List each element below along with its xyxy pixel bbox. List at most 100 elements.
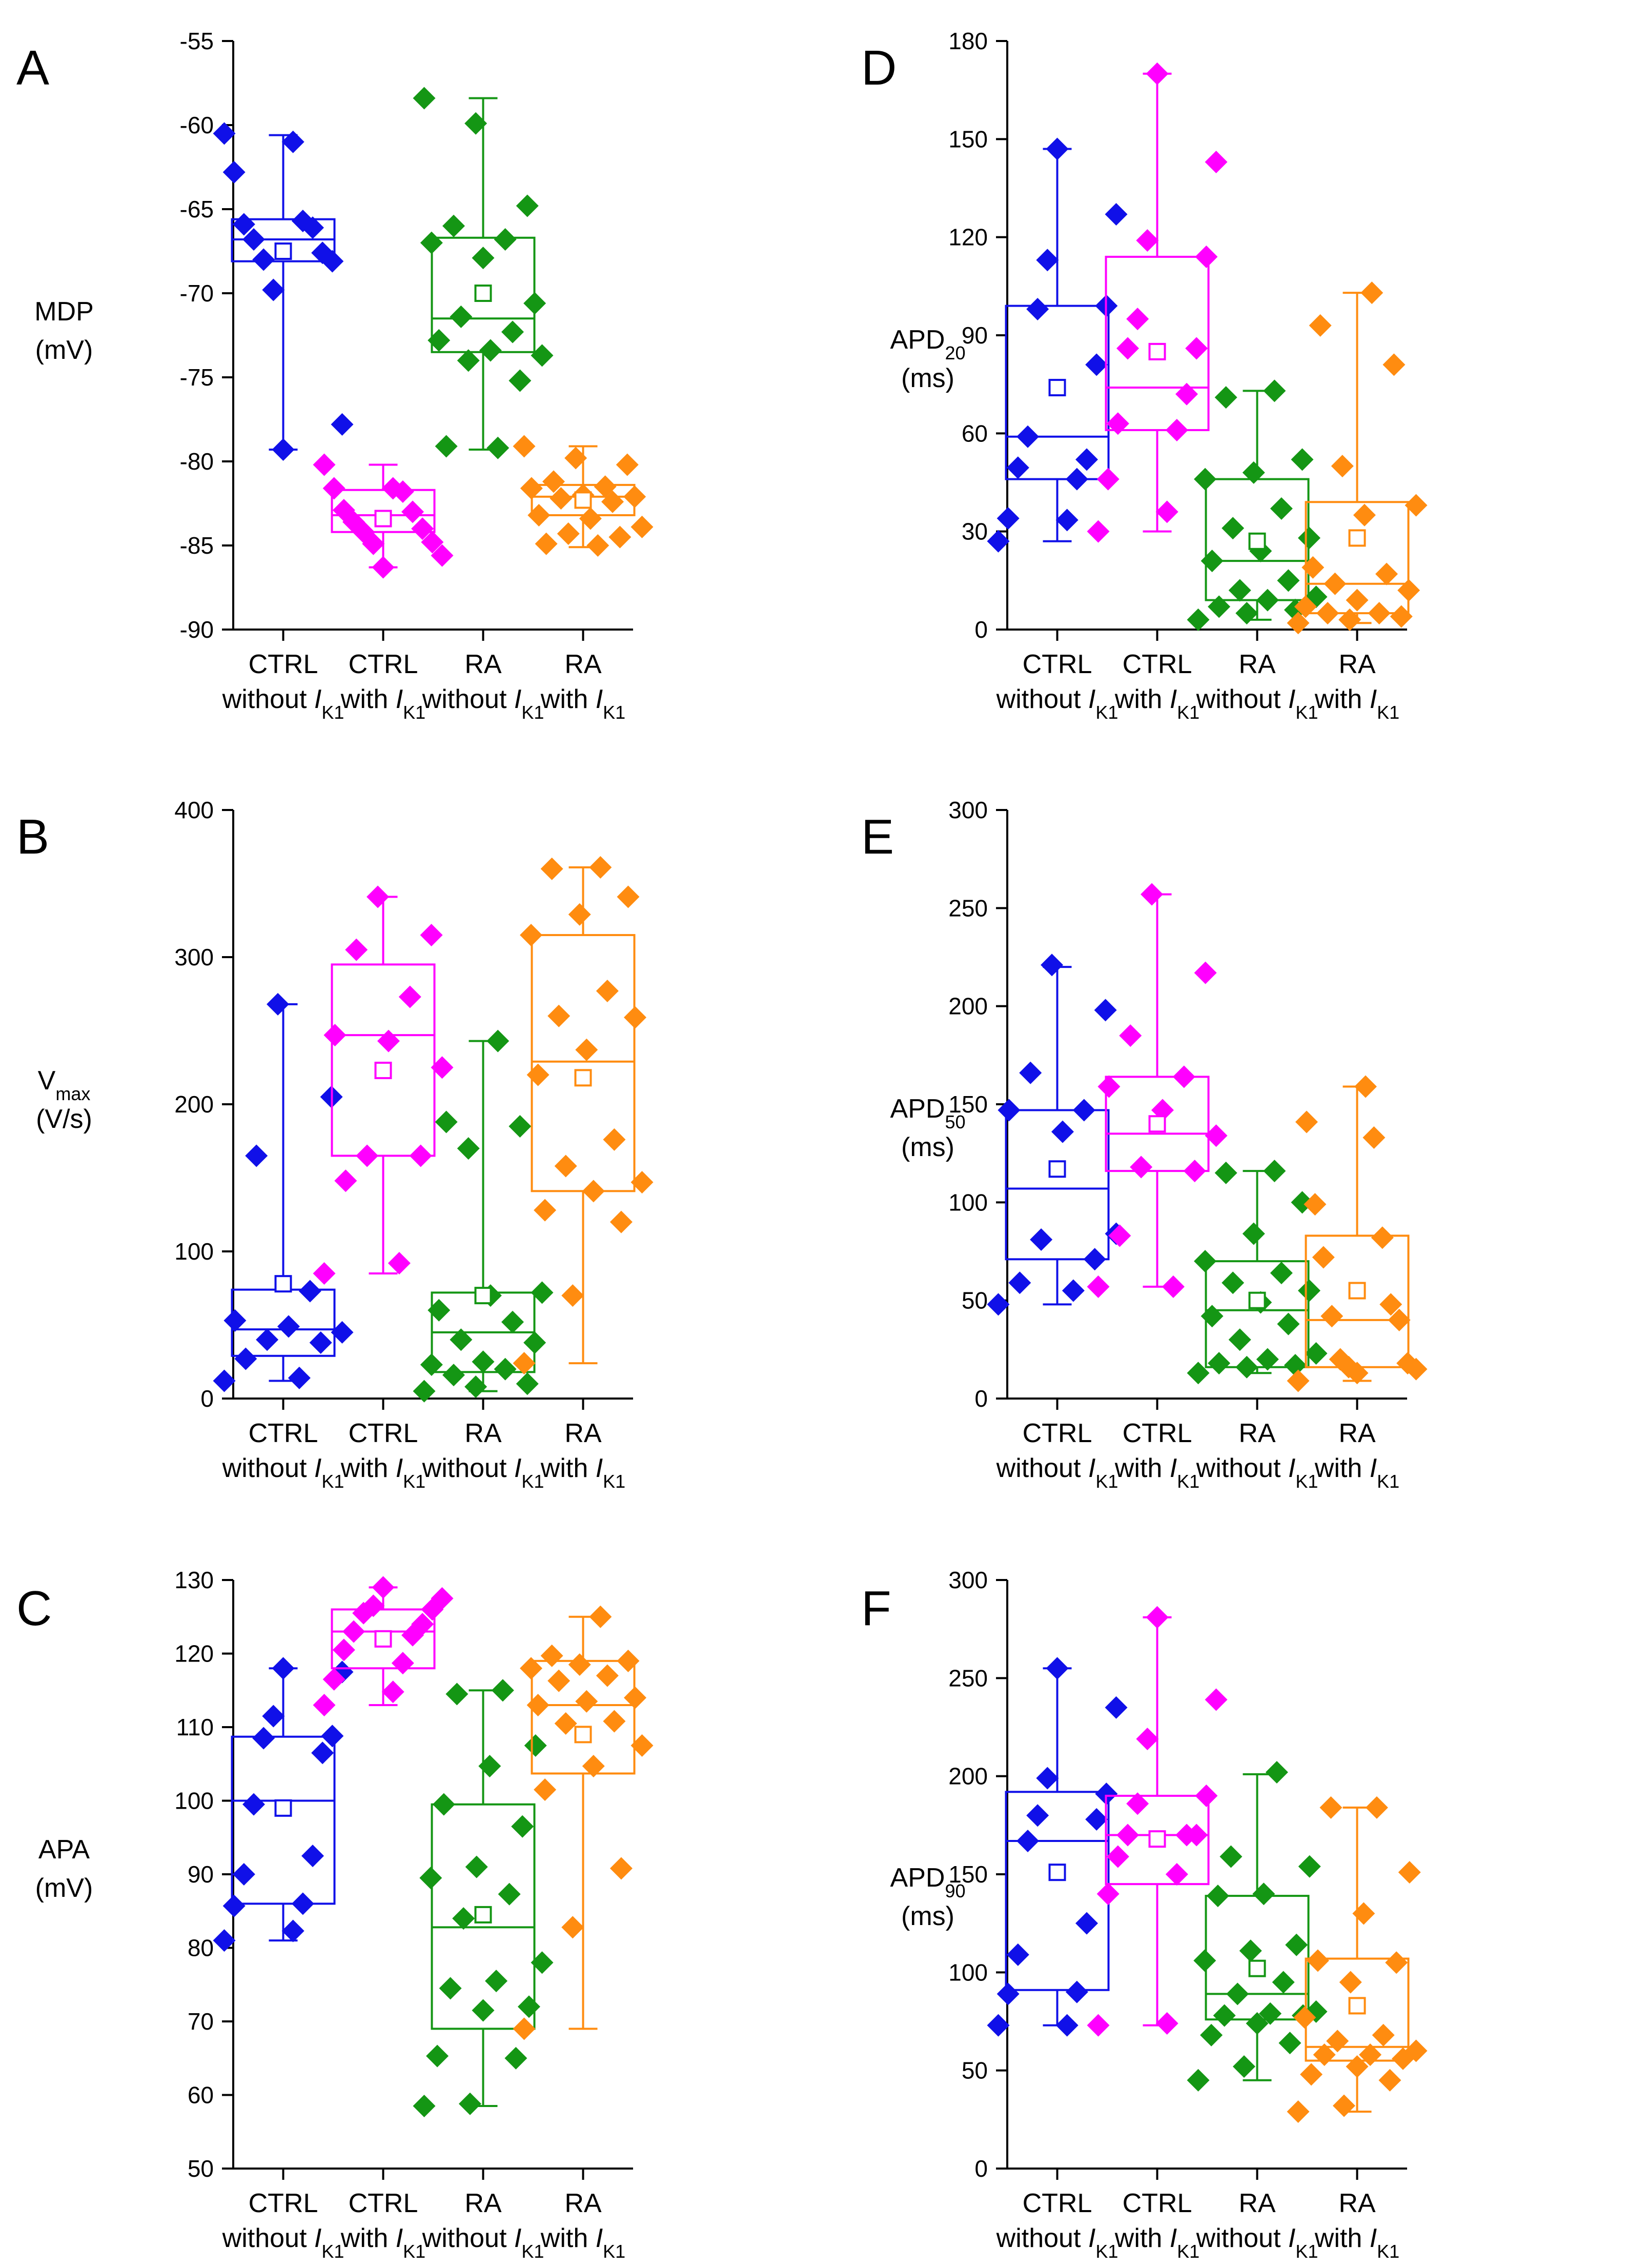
panel-letter: A [16,40,49,95]
x-tick-label: CTRL [1123,650,1192,679]
panel-letter: F [861,1581,891,1636]
category-current: I [396,684,403,714]
category-current-subscript: K1 [603,1471,625,1492]
data-point [531,344,554,367]
data-point [1185,337,1208,360]
category-condition: with [1314,2223,1370,2253]
data-point [1195,1784,1218,1807]
y-tick-label: 300 [948,797,988,823]
data-point [472,1350,495,1373]
data-point [420,231,443,254]
data-point [1228,1328,1251,1351]
data-point [331,1321,354,1344]
mean-marker [1048,1864,1066,1881]
y-tick-label: 50 [188,2155,214,2182]
box-iqr [1105,1076,1210,1172]
data-point [1235,602,1258,625]
data-point [1172,1065,1195,1088]
data-point [603,1128,626,1151]
y-tick-label: 200 [948,1763,988,1790]
data-point [1287,2100,1310,2123]
x-tick-label-sub: with IK1 [340,1453,425,1492]
data-point [262,1705,285,1728]
data-point [1285,1933,1308,1956]
data-point [1365,1796,1388,1819]
data-point [223,1309,247,1332]
y-tick-label: 110 [176,1714,214,1740]
y-axis-label: APA [38,1835,90,1865]
data-point [1193,1949,1216,1972]
data-point [391,1652,414,1675]
data-point [1331,455,1354,478]
data-point [513,1352,536,1375]
data-point [1187,1362,1210,1385]
x-tick-label: RA [1338,650,1376,679]
data-point [609,1857,633,1880]
data-point [301,216,324,239]
data-point [321,250,344,273]
category-current: I [396,2223,403,2253]
data-point [413,87,436,110]
data-point [1019,1061,1042,1084]
category-current: I [514,2223,521,2253]
data-point [561,1284,584,1307]
mean-marker [374,1630,392,1648]
data-point [1295,1110,1318,1133]
data-point [1105,203,1128,226]
group-ra-without-ik1 [413,1679,554,2118]
data-point [1297,1279,1320,1302]
data-point [1368,602,1391,625]
category-current: I [1288,1453,1295,1483]
y-tick-label: 90 [188,1861,214,1888]
y-tick-label: 50 [962,1287,988,1314]
x-tick-label: CTRL [249,1419,318,1448]
data-point [513,435,536,458]
x-tick-label-sub: without IK1 [1196,1453,1318,1492]
data-point [281,1919,304,1942]
y-axis-unit: (V/s) [36,1104,92,1134]
x-tick-label-sub: without IK1 [996,2223,1119,2262]
y-axis-label-subscript: max [55,1083,90,1104]
category-current-subscript: K1 [1377,1471,1399,1492]
group-ctrl-with-ik1 [1087,1606,1228,2037]
box-iqr [331,1608,436,1670]
category-current: I [596,684,603,714]
category-current-subscript: K1 [403,702,425,723]
data-point [486,436,510,459]
data-point [1306,1949,1329,1972]
x-tick-label: CTRL [249,2189,318,2218]
data-point [1085,353,1108,376]
category-condition: without [222,684,314,714]
y-tick-label: 200 [174,1091,214,1118]
data-point [540,857,563,880]
y-axis-label-main: APD [890,1863,945,1893]
x-tick-label: RA [464,1419,502,1448]
data-point [523,292,546,315]
data-point [1324,572,1347,595]
data-point [1239,1939,1262,1962]
data-point [575,1038,598,1061]
data-point [1205,1124,1228,1147]
panel-e: EAPD50(ms)050100150200250300CTRLwithout … [861,797,1428,1492]
mean-marker [1248,532,1266,550]
x-tick-label-sub: with IK1 [540,1453,625,1492]
data-point [631,515,654,538]
data-point [1026,297,1049,320]
x-tick-label: RA [564,1419,602,1448]
data-point [1006,1943,1029,1966]
category-current-subscript: K1 [1377,702,1399,723]
data-point [1087,2014,1110,2037]
data-point [431,1587,454,1610]
data-point [1397,579,1420,602]
data-point [222,160,246,184]
group-ctrl-without-ik1 [987,954,1128,1316]
data-point [413,1380,436,1403]
x-tick-label-sub: with IK1 [1114,2223,1199,2262]
data-point [362,1594,385,1617]
data-point [509,369,532,392]
y-tick-label: 150 [948,1861,988,1888]
group-ra-without-ik1 [1187,1160,1328,1385]
x-tick-label: RA [564,2189,602,2218]
y-axis-unit: (ms) [901,363,954,393]
